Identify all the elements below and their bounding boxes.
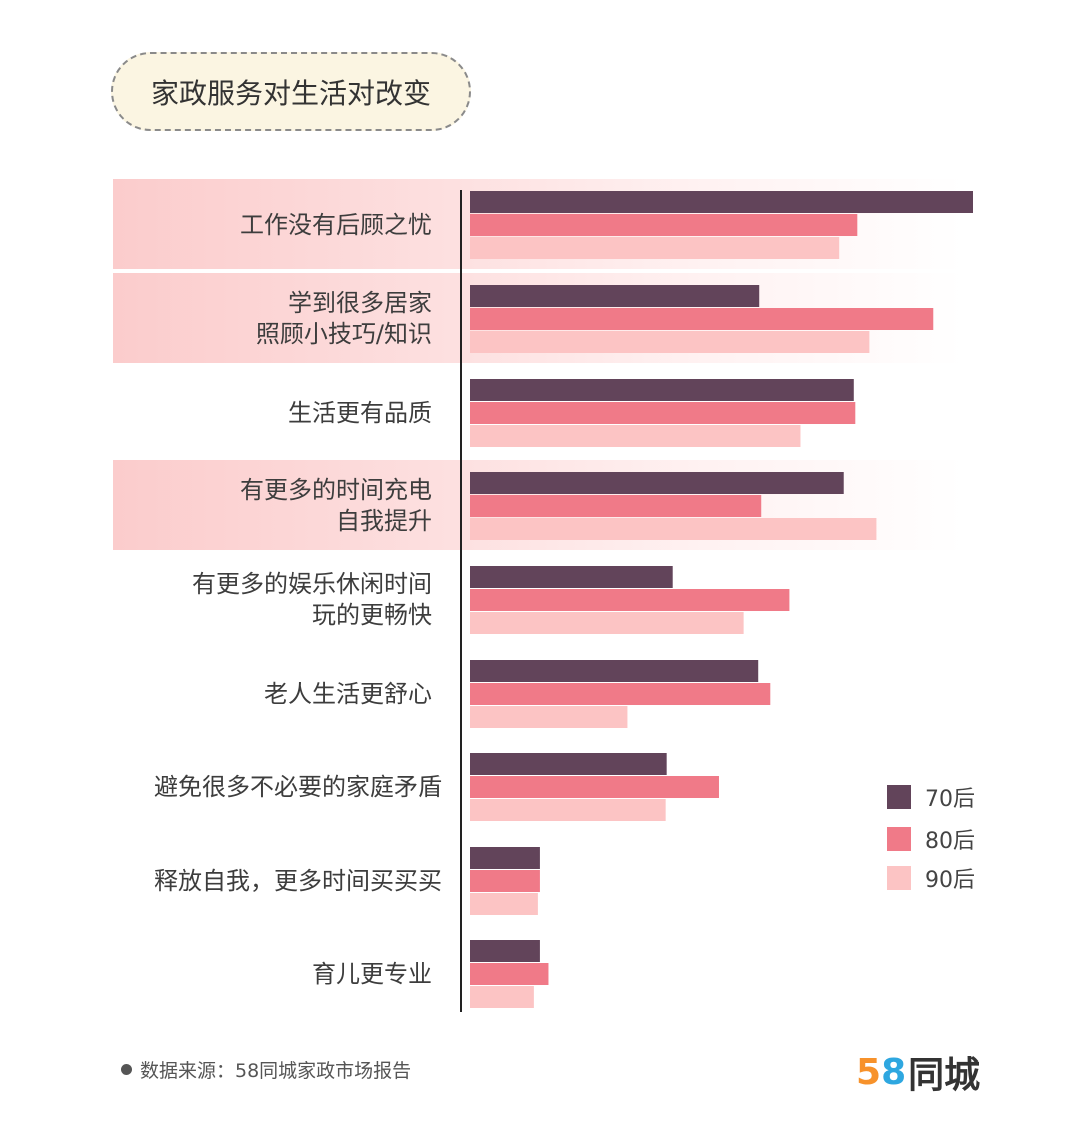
bar	[470, 706, 628, 728]
category-label-line: 照顾小技巧/知识	[255, 320, 432, 348]
bar	[470, 495, 762, 517]
category-label-line: 释放自我，更多时间买买买	[154, 866, 442, 895]
y-axis-line	[460, 190, 462, 1012]
bar	[470, 237, 840, 259]
legend-label: 70后	[925, 787, 975, 812]
chart-title-text: 家政服务对生活对改变	[150, 76, 431, 110]
category-label-line: 育儿更专业	[312, 959, 432, 988]
category-label-line: 老人生活更舒心	[264, 679, 432, 708]
bar	[470, 589, 790, 611]
legend-swatch	[887, 785, 911, 809]
legend-item: 80后	[887, 823, 975, 855]
bar	[470, 870, 540, 892]
bullet-icon	[121, 1064, 132, 1075]
legend-item: 70后	[887, 781, 975, 813]
category-label: 工作没有后顾之忧	[100, 186, 432, 264]
bar	[470, 893, 538, 915]
category-label: 有更多的时间充电自我提升	[100, 467, 432, 545]
bar	[470, 379, 854, 401]
category-label-line: 自我提升	[336, 507, 432, 535]
source-note: 数据来源：58同城家政市场报告	[121, 1056, 411, 1083]
bar	[470, 940, 540, 962]
category-label: 避免很多不必要的家庭矛盾	[100, 748, 442, 826]
bar	[470, 566, 673, 588]
legend-swatch	[887, 866, 911, 890]
logo-text: 同城	[908, 1055, 981, 1096]
bar	[470, 799, 666, 821]
bar	[470, 963, 549, 985]
chart-title: 家政服务对生活对改变	[111, 52, 471, 131]
category-label-line: 有更多的娱乐休闲时间	[192, 570, 432, 598]
category-label-line: 学到很多居家	[288, 289, 432, 317]
category-label-line: 避免很多不必要的家庭矛盾	[154, 772, 442, 801]
category-label: 学到很多居家照顾小技巧/知识	[100, 280, 432, 358]
legend-swatch	[887, 827, 911, 851]
bar	[470, 518, 877, 540]
category-label: 生活更有品质	[100, 374, 432, 452]
bar	[470, 660, 759, 682]
category-label-line: 玩的更畅快	[312, 601, 432, 629]
category-label: 释放自我，更多时间买买买	[100, 842, 442, 920]
bar	[470, 402, 856, 424]
category-label: 育儿更专业	[100, 935, 432, 1013]
bar	[470, 331, 870, 353]
bar	[470, 753, 667, 775]
bar	[470, 472, 844, 494]
brand-logo: 5 8 同城	[856, 1046, 980, 1098]
bar	[470, 683, 771, 705]
bar	[470, 847, 540, 869]
category-label: 有更多的娱乐休闲时间玩的更畅快	[100, 561, 432, 639]
legend-item: 90后	[887, 862, 975, 894]
bar	[470, 986, 534, 1008]
logo-digit-8: 8	[881, 1051, 907, 1093]
bar	[470, 285, 760, 307]
bar	[470, 776, 719, 798]
category-label-line: 生活更有品质	[288, 398, 432, 427]
category-label: 老人生活更舒心	[100, 655, 432, 733]
logo-digit-5: 5	[856, 1051, 882, 1093]
bar	[470, 214, 858, 236]
legend-label: 90后	[925, 868, 975, 893]
legend-label: 80后	[925, 829, 975, 854]
source-text: 数据来源：58同城家政市场报告	[140, 1060, 412, 1082]
bar	[470, 612, 744, 634]
category-label-line: 有更多的时间充电	[240, 476, 432, 504]
bar	[470, 191, 973, 213]
bar	[470, 425, 801, 447]
category-label-line: 工作没有后顾之忧	[240, 210, 432, 239]
bar	[470, 308, 934, 330]
